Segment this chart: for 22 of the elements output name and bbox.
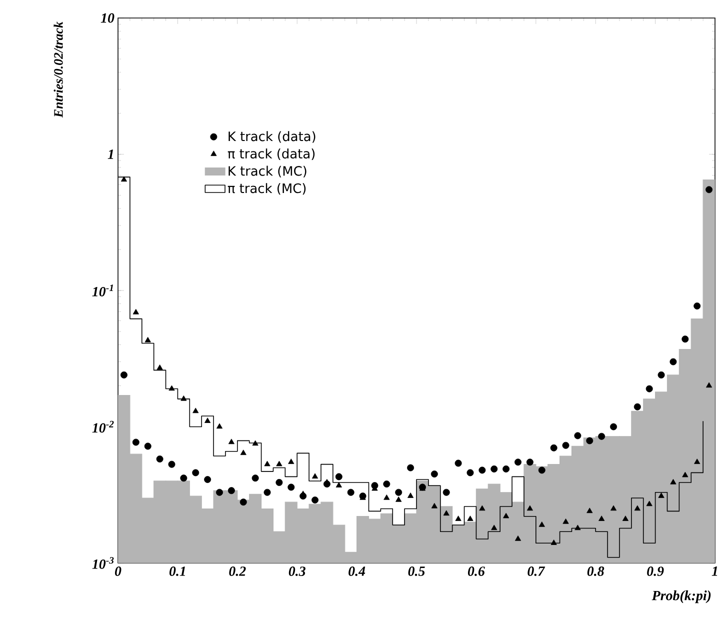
x-tick-label: 0 [115, 566, 122, 576]
y-axis-title: Entries/0.02/track [54, 22, 63, 118]
x-tick-label: 0.6 [468, 566, 485, 576]
x-tick-label: 0.7 [528, 566, 546, 576]
y-tick-label: 10 [100, 13, 114, 23]
x-tick-label: 0.8 [587, 566, 604, 576]
x-axis-title: Prob(k:pi) [652, 590, 711, 604]
legend-label: π track (MC) [228, 183, 306, 195]
x-tick-label: 1 [712, 566, 718, 576]
x-tick-label: 0.4 [348, 566, 366, 576]
x-tick-label: 0.5 [408, 566, 425, 576]
y-tick-label: 10$^{-1}$ [92, 284, 113, 296]
y-tick-label: 10$^{-3}$ [92, 557, 114, 569]
legend-label: π track (data) [228, 148, 315, 160]
x-tick-label: 0.3 [288, 566, 306, 576]
y-tick-label: 10$^{-2}$ [92, 420, 114, 433]
legend-label: K track (MC) [228, 166, 306, 178]
legend-label: K track (data) [228, 131, 316, 143]
y-tick-label: 1 [108, 150, 114, 159]
x-tick-label: 0.9 [647, 566, 664, 576]
x-tick-label: 0.1 [169, 566, 186, 576]
x-tick-label: 0.2 [229, 566, 246, 576]
